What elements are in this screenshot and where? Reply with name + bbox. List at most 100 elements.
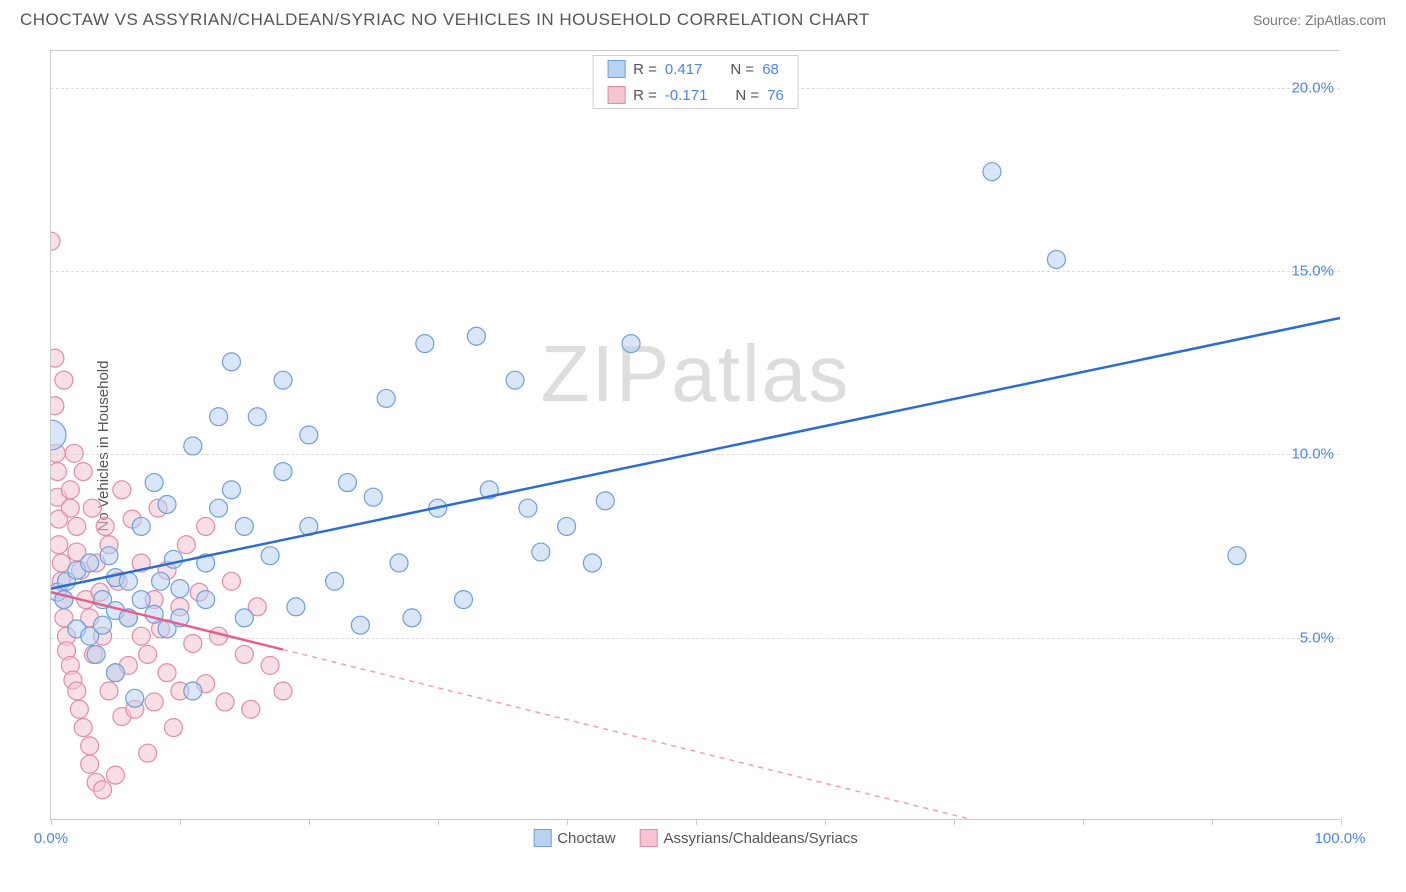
x-tick xyxy=(1341,819,1342,825)
x-tick xyxy=(309,819,310,825)
data-point xyxy=(51,463,66,481)
swatch-bottom-series1 xyxy=(533,829,551,847)
data-point xyxy=(377,389,395,407)
data-point xyxy=(622,335,640,353)
data-point xyxy=(171,580,189,598)
swatch-series1 xyxy=(607,60,625,78)
n-value-1: 68 xyxy=(762,61,779,78)
trend-line-solid xyxy=(51,318,1340,589)
data-point xyxy=(74,719,92,737)
series-name-legend: Choctaw Assyrians/Chaldeans/Syriacs xyxy=(533,829,858,847)
n-value-2: 76 xyxy=(767,87,784,104)
data-point xyxy=(519,499,537,517)
data-point xyxy=(94,616,112,634)
chart-title: CHOCTAW VS ASSYRIAN/CHALDEAN/SYRIAC NO V… xyxy=(20,10,870,30)
data-point xyxy=(222,572,240,590)
data-point xyxy=(467,327,485,345)
x-tick xyxy=(954,819,955,825)
data-point xyxy=(68,517,86,535)
r-label-2: R = xyxy=(633,87,657,104)
data-point xyxy=(222,481,240,499)
x-tick xyxy=(180,819,181,825)
n-label-1: N = xyxy=(730,61,754,78)
data-point xyxy=(106,766,124,784)
data-point xyxy=(532,543,550,561)
data-point xyxy=(235,517,253,535)
data-point xyxy=(139,645,157,663)
x-tick xyxy=(567,819,568,825)
data-point xyxy=(235,645,253,663)
data-point xyxy=(326,572,344,590)
x-tick xyxy=(696,819,697,825)
stats-row-series1: R = 0.417 N = 68 xyxy=(593,56,798,82)
data-point xyxy=(145,474,163,492)
data-point xyxy=(235,609,253,627)
data-point xyxy=(197,591,215,609)
data-point xyxy=(184,634,202,652)
data-point xyxy=(184,682,202,700)
x-tick xyxy=(51,819,52,825)
r-value-2: -0.171 xyxy=(665,87,708,104)
x-tick xyxy=(825,819,826,825)
data-point xyxy=(61,481,79,499)
data-point xyxy=(390,554,408,572)
legend-label-series2: Assyrians/Chaldeans/Syriacs xyxy=(664,830,858,847)
data-point xyxy=(338,474,356,492)
data-point xyxy=(132,517,150,535)
data-point xyxy=(248,408,266,426)
data-point xyxy=(1047,250,1065,268)
data-point xyxy=(454,591,472,609)
data-point xyxy=(177,536,195,554)
data-point xyxy=(364,488,382,506)
data-point xyxy=(113,481,131,499)
data-point xyxy=(87,645,105,663)
data-point xyxy=(51,536,68,554)
data-point xyxy=(158,664,176,682)
data-point xyxy=(351,616,369,634)
data-point xyxy=(261,656,279,674)
data-point xyxy=(583,554,601,572)
data-point xyxy=(106,664,124,682)
legend-label-series1: Choctaw xyxy=(557,830,615,847)
data-point xyxy=(222,353,240,371)
data-point xyxy=(81,737,99,755)
data-point xyxy=(216,693,234,711)
data-point xyxy=(94,781,112,799)
data-point xyxy=(242,700,260,718)
data-point xyxy=(210,499,228,517)
data-point xyxy=(100,682,118,700)
swatch-bottom-series2 xyxy=(640,829,658,847)
data-point xyxy=(274,463,292,481)
source-label: Source: xyxy=(1253,12,1305,28)
data-point xyxy=(51,349,64,367)
data-point xyxy=(132,591,150,609)
source-attribution: Source: ZipAtlas.com xyxy=(1253,12,1386,28)
data-point xyxy=(506,371,524,389)
data-point xyxy=(164,719,182,737)
data-point xyxy=(210,408,228,426)
data-point xyxy=(287,598,305,616)
legend-item-series1: Choctaw xyxy=(533,829,615,847)
n-label-2: N = xyxy=(735,87,759,104)
data-point xyxy=(100,547,118,565)
chart-plot-area: ZIPatlas 5.0%10.0%15.0%20.0% 0.0% 100.0%… xyxy=(50,50,1340,820)
data-point xyxy=(61,499,79,517)
data-point xyxy=(274,371,292,389)
data-point xyxy=(558,517,576,535)
data-point xyxy=(145,693,163,711)
r-value-1: 0.417 xyxy=(665,61,703,78)
data-point xyxy=(132,627,150,645)
data-point xyxy=(300,426,318,444)
data-point xyxy=(152,572,170,590)
data-point xyxy=(416,335,434,353)
legend-item-series2: Assyrians/Chaldeans/Syriacs xyxy=(640,829,858,847)
data-point xyxy=(184,437,202,455)
data-point xyxy=(983,163,1001,181)
data-point xyxy=(1228,547,1246,565)
trend-line-dashed xyxy=(283,650,970,819)
stats-row-series2: R = -0.171 N = 76 xyxy=(593,82,798,108)
source-name: ZipAtlas.com xyxy=(1305,12,1386,28)
data-point xyxy=(51,420,66,450)
x-tick xyxy=(438,819,439,825)
data-point xyxy=(74,463,92,481)
